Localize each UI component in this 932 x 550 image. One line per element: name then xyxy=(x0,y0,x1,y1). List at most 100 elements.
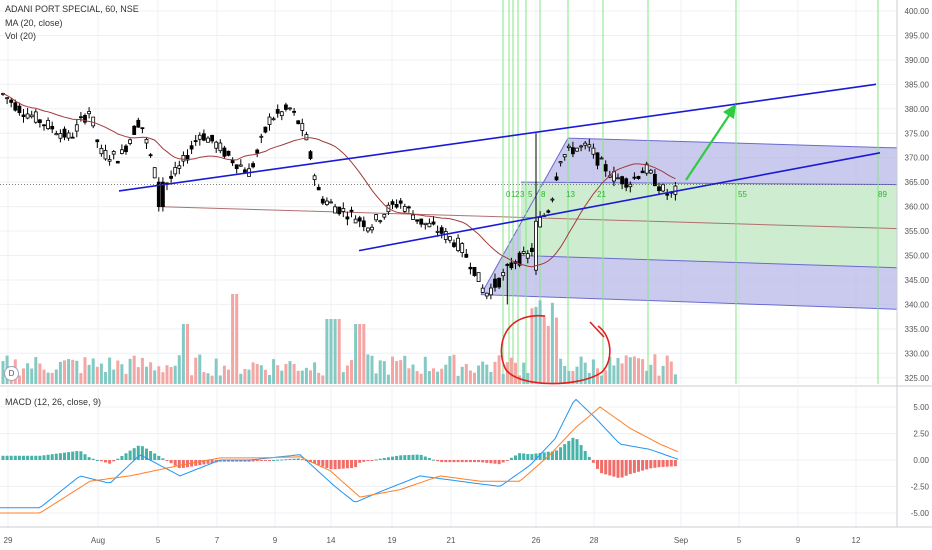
volume-bar xyxy=(395,361,399,384)
price-tick-label: 325.00 xyxy=(905,374,930,383)
macd-histogram-bar xyxy=(542,452,546,460)
macd-histogram-bar xyxy=(116,458,120,460)
macd-histogram-bar xyxy=(210,460,214,464)
macd-histogram-bar xyxy=(563,444,567,460)
volume-bar xyxy=(530,308,534,384)
tradingview-logo-icon[interactable]: D xyxy=(4,366,19,381)
candle-body xyxy=(558,161,563,164)
price-tick-label: 360.00 xyxy=(905,203,930,212)
macd-tick-label: 2.50 xyxy=(913,430,929,439)
candle-body xyxy=(242,169,247,173)
macd-histogram-bar xyxy=(239,460,243,462)
price-tick-label: 365.00 xyxy=(905,178,930,187)
macd-histogram-bar xyxy=(169,460,173,464)
volume-bar xyxy=(604,370,608,384)
candle-body xyxy=(288,107,292,110)
macd-histogram-bar xyxy=(411,454,415,460)
volume-bar xyxy=(632,356,636,384)
macd-histogram-bar xyxy=(145,448,148,460)
macd-histogram-bar xyxy=(497,460,501,465)
volume-bar xyxy=(140,357,144,384)
pitchfork-median-line xyxy=(157,206,898,230)
candle-body xyxy=(263,126,268,133)
volume-bar xyxy=(427,371,431,384)
macd-histogram-bar xyxy=(5,455,9,460)
candle-body xyxy=(665,193,670,196)
candle-body xyxy=(468,266,473,270)
time-tick-label: 26 xyxy=(532,536,541,545)
macd-histogram-bar xyxy=(534,453,538,460)
candle-body xyxy=(152,167,157,179)
macd-histogram-bar xyxy=(485,460,489,463)
volume-bar xyxy=(116,360,120,384)
volume-bar xyxy=(38,363,42,384)
pitchfork-line xyxy=(480,294,898,310)
macd-histogram-bar xyxy=(259,460,263,461)
macd-histogram-bar xyxy=(173,460,177,466)
price-tick-label: 330.00 xyxy=(905,349,930,358)
volume-bar xyxy=(362,324,366,384)
volume-bar xyxy=(198,354,202,384)
macd-histogram-bar xyxy=(612,460,616,477)
macd-histogram-bar xyxy=(321,460,325,467)
candle-body xyxy=(435,230,440,233)
macd-histogram-bar xyxy=(161,458,165,460)
candle-body xyxy=(476,272,481,282)
volume-bar xyxy=(83,357,87,384)
candle-body xyxy=(648,169,653,174)
fib-time-label: 21 xyxy=(597,190,606,199)
candle-body xyxy=(583,142,588,146)
macd-histogram-bar xyxy=(58,453,62,460)
price-tick-label: 355.00 xyxy=(905,227,930,236)
candle-body xyxy=(320,198,325,204)
candle-body xyxy=(312,175,317,181)
price-tick-label: 380.00 xyxy=(905,105,930,114)
macd-tick-label: 5.00 xyxy=(913,403,929,412)
macd-histogram-bar xyxy=(567,440,571,460)
candle-body xyxy=(87,111,91,115)
candle-body xyxy=(17,105,22,114)
candle-body xyxy=(234,164,239,170)
upper-trendline xyxy=(118,83,877,192)
volume-bar xyxy=(50,372,54,384)
candle-body xyxy=(275,109,280,114)
candle-body xyxy=(283,104,288,110)
macd-histogram-bar xyxy=(128,450,132,460)
fib-time-label: 2 xyxy=(515,190,520,199)
candle-body xyxy=(411,214,415,220)
volume-bar xyxy=(596,368,599,384)
volume-bar xyxy=(571,371,575,384)
volume-bar xyxy=(26,363,30,384)
volume-bar xyxy=(665,355,669,384)
volume-bar xyxy=(419,373,423,384)
candle-body xyxy=(509,262,514,269)
macd-histogram-bar xyxy=(300,459,304,461)
candle-body xyxy=(624,178,629,188)
volume-bar xyxy=(304,367,308,384)
price-tick-label: 385.00 xyxy=(905,80,930,89)
volume-bar xyxy=(645,370,649,384)
macd-histogram-bar xyxy=(526,454,530,460)
macd-histogram-bar xyxy=(71,451,75,460)
fib-time-label: 55 xyxy=(738,190,747,199)
macd-histogram-bar xyxy=(112,460,116,462)
macd-histogram-bar xyxy=(555,450,558,460)
candle-body xyxy=(653,173,657,187)
volume-bar xyxy=(276,365,280,384)
candle-body xyxy=(189,145,194,150)
macd-histogram-bar xyxy=(505,460,509,461)
volume-bar xyxy=(591,359,595,384)
ma-legend: MA (20, close) xyxy=(5,18,63,28)
macd-histogram-bar xyxy=(309,460,312,463)
macd-histogram-bar xyxy=(83,454,87,460)
macd-histogram-bar xyxy=(218,460,222,462)
candle-body xyxy=(132,125,137,135)
volume-bar xyxy=(579,356,583,384)
candle-body xyxy=(169,175,174,179)
volume-bar xyxy=(616,357,620,384)
macd-histogram-bar xyxy=(436,460,440,462)
candle-body xyxy=(632,176,637,179)
volume-bar xyxy=(263,369,267,384)
macd-histogram-bar xyxy=(456,460,460,463)
candle-body xyxy=(160,181,165,207)
